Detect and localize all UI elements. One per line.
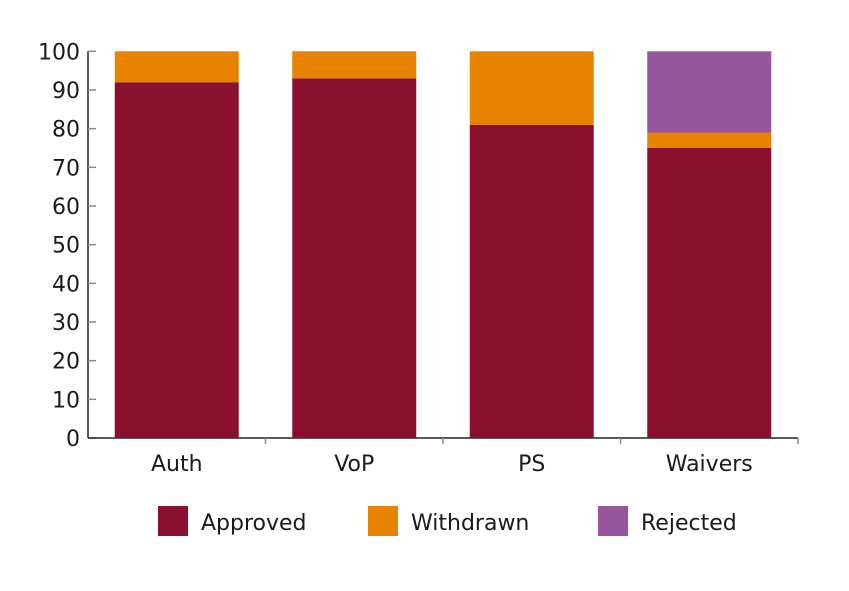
- y-tick-label: 10: [52, 388, 80, 413]
- legend-swatch-withdrawn: [368, 506, 398, 536]
- legend-swatch-rejected: [598, 506, 628, 536]
- x-tick-label: Waivers: [666, 452, 753, 477]
- x-tick-label: VoP: [334, 452, 374, 477]
- bar-withdrawn-vop: [292, 51, 417, 79]
- bar-withdrawn-auth: [114, 51, 239, 83]
- bar-approved-auth: [114, 82, 239, 439]
- legend-label: Approved: [201, 511, 307, 536]
- x-tick-label: Auth: [151, 452, 203, 477]
- y-tick-label: 60: [52, 195, 80, 220]
- y-axis: 0 10 20 30 40 50 60 70 80 90 100: [38, 40, 96, 452]
- y-tick-label: 50: [52, 234, 80, 259]
- y-tick-label: 0: [66, 427, 80, 452]
- y-tick-label: 30: [52, 311, 80, 336]
- bar-withdrawn-ps: [469, 51, 594, 125]
- bar-approved-vop: [292, 78, 417, 438]
- legend: Approved Withdrawn Rejected: [158, 506, 737, 536]
- legend-swatch-approved: [158, 506, 188, 536]
- y-tick-label: 40: [52, 272, 80, 297]
- x-axis: Auth VoP PS Waivers: [88, 437, 799, 477]
- y-tick-label: 90: [52, 79, 80, 104]
- legend-label: Rejected: [641, 511, 737, 536]
- bar-approved-waivers: [647, 147, 772, 438]
- y-tick-label: 100: [38, 40, 80, 65]
- bar-rejected-waivers: [647, 51, 772, 133]
- bar-approved-ps: [469, 124, 594, 438]
- y-tick-label: 80: [52, 118, 80, 143]
- bars: [114, 51, 772, 439]
- bar-withdrawn-waivers: [647, 132, 772, 148]
- x-tick-label: PS: [518, 452, 545, 477]
- y-tick-label: 70: [52, 156, 80, 181]
- legend-label: Withdrawn: [411, 511, 529, 536]
- y-tick-label: 20: [52, 350, 80, 375]
